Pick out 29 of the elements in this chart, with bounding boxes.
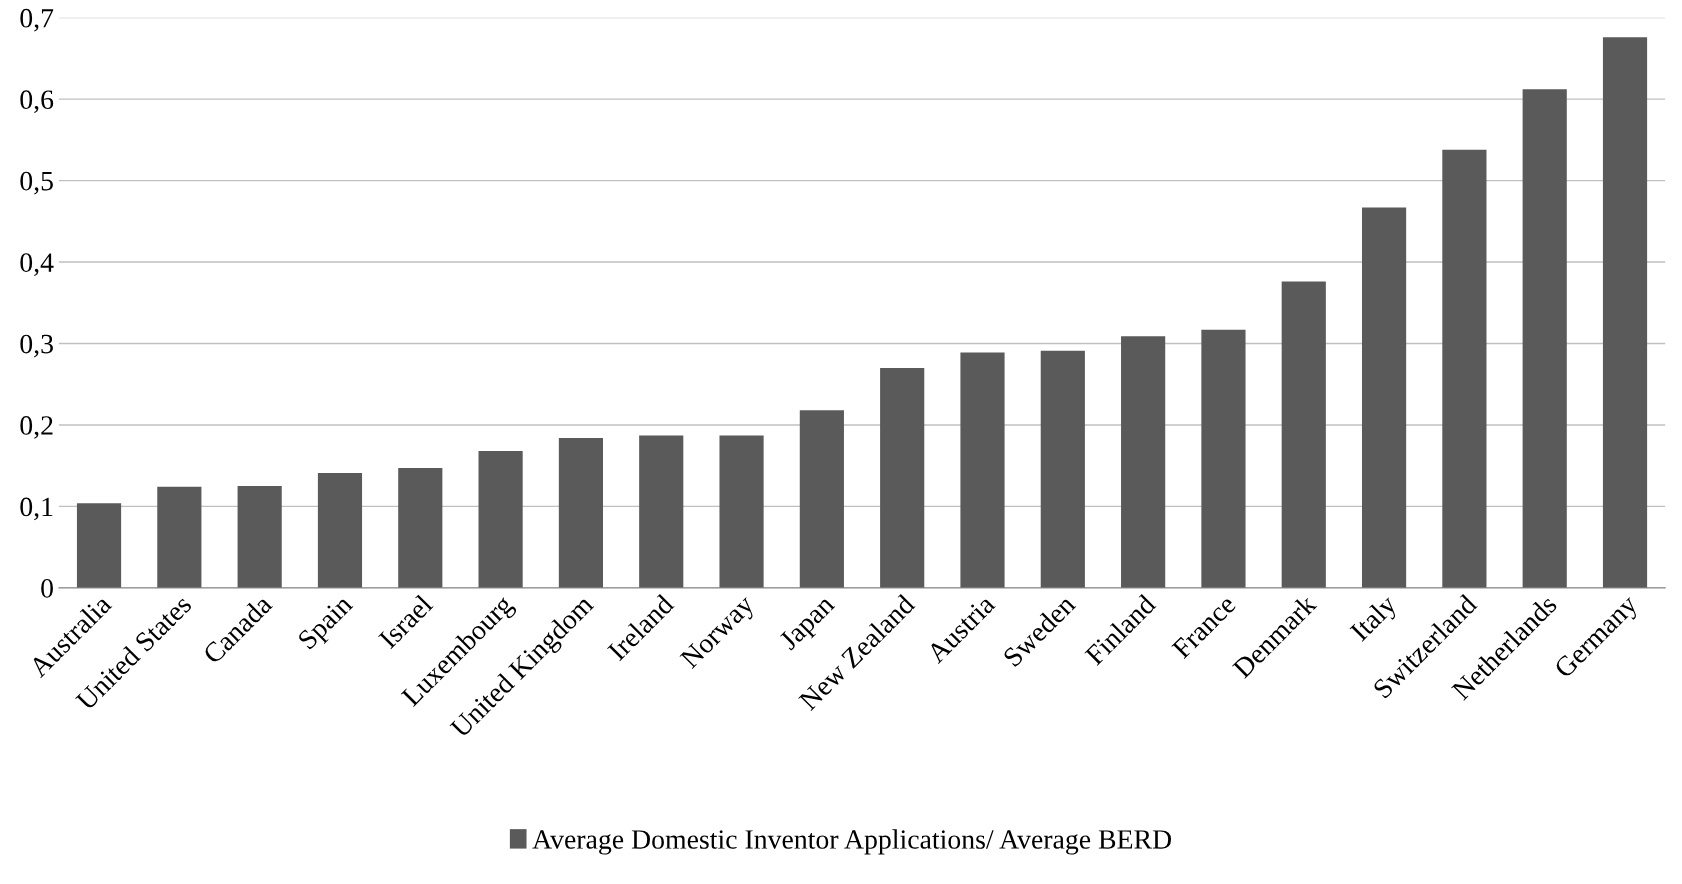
y-tick-label: 0,1	[20, 497, 53, 521]
bar	[398, 468, 443, 588]
bar	[1602, 37, 1648, 588]
bar	[558, 437, 604, 588]
y-tick-label: 0	[41, 579, 53, 598]
bar	[1522, 89, 1567, 588]
bar	[1121, 336, 1166, 588]
bar	[157, 486, 202, 588]
legend-label: Average Domestic Inventor Applications/ Average BERD	[532, 829, 1172, 855]
y-tick-label: 0,6	[20, 90, 54, 114]
bar	[237, 486, 282, 588]
bar	[1361, 207, 1407, 588]
bar	[1442, 149, 1487, 588]
y-tick-label: 0,2	[20, 416, 53, 439]
y-tick-label: 0,3	[20, 334, 53, 358]
bar	[317, 473, 363, 588]
bar	[639, 435, 684, 588]
bar	[76, 503, 122, 588]
bar	[478, 451, 523, 588]
bar	[1201, 329, 1246, 588]
bar	[880, 367, 925, 588]
y-tick-label: 0,4	[20, 253, 54, 276]
bar	[1040, 350, 1085, 588]
bar	[1281, 281, 1326, 588]
y-tick-label: 0,7	[20, 8, 54, 32]
bar	[960, 352, 1005, 588]
y-tick-label: 0,5	[20, 171, 53, 195]
bar	[719, 435, 764, 588]
bar	[799, 410, 844, 588]
